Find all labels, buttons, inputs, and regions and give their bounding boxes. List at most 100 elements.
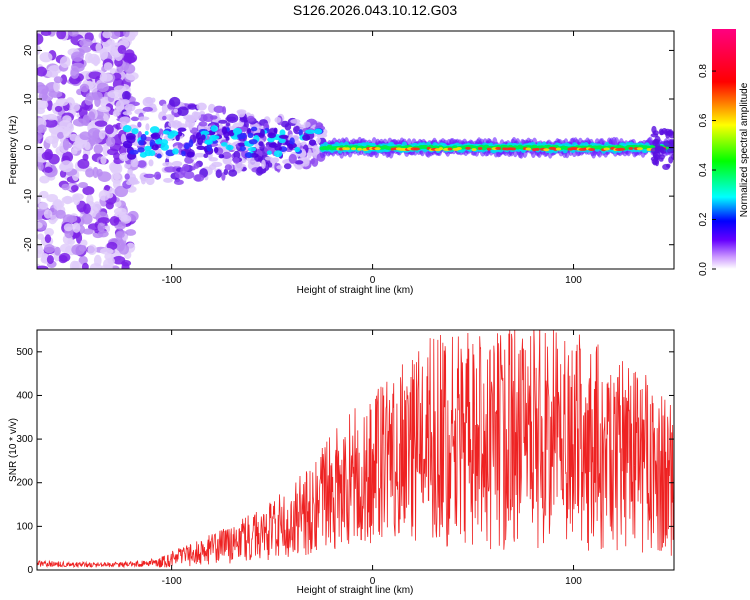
spectrogram-cell xyxy=(145,176,155,186)
spectrogram-cell xyxy=(294,146,301,153)
spectrogram-cell xyxy=(213,105,225,114)
spectrogram-cell xyxy=(124,173,130,180)
spectrogram-cell xyxy=(43,243,55,254)
spectrogram-cell xyxy=(37,132,43,140)
spectrogram-cell xyxy=(142,106,154,112)
spectrogram-cell xyxy=(59,170,67,178)
spectrogram-cell xyxy=(94,120,108,127)
spectrogram-cell xyxy=(298,129,303,137)
spectrogram-cell xyxy=(510,147,517,151)
spectrogram-cell xyxy=(102,31,113,39)
spectrogram-blobs xyxy=(37,31,674,269)
spectrogram-cell xyxy=(37,44,41,56)
spectrogram-cell xyxy=(162,115,167,121)
spectrogram-cell xyxy=(137,160,147,168)
spectrogram-cell xyxy=(350,147,357,151)
spectrogram-cell xyxy=(116,231,125,239)
spectrogram-cell xyxy=(129,180,140,185)
spectrogram-cell xyxy=(104,124,114,135)
spectrogram-cell xyxy=(63,223,74,232)
spectrogram-cell xyxy=(151,97,156,103)
snr-ytick-label: 100 xyxy=(16,521,33,532)
spectrogram-cell xyxy=(108,161,122,173)
spectrogram-cell xyxy=(344,147,350,151)
spectrogram-cell xyxy=(79,39,93,47)
spectrogram-cell xyxy=(284,123,292,131)
spectrogram-cell xyxy=(124,103,136,112)
spectrogram-cell xyxy=(162,161,174,167)
spectrogram-cell xyxy=(39,52,53,63)
spectrogram-cell xyxy=(128,149,139,155)
spectrogram-cell xyxy=(145,123,150,131)
spectrogram-cell xyxy=(264,156,274,161)
spectrogram-cell xyxy=(228,130,235,137)
spectrogram-cell xyxy=(535,147,540,151)
spectrogram-cell xyxy=(100,247,114,255)
spectrogram-cell xyxy=(172,148,179,155)
spectrogram-cell xyxy=(250,126,258,132)
spectrogram-cell xyxy=(109,215,120,226)
spectrogram-cell xyxy=(267,162,273,168)
spectrogram-cell xyxy=(164,114,175,121)
spectrogram-cell xyxy=(603,147,610,151)
spectrogram-cell xyxy=(279,129,286,137)
spectrogram-cell xyxy=(37,107,46,115)
spectrogram-cell xyxy=(105,136,116,147)
spectrogram-cell xyxy=(54,105,63,113)
spectrogram-cell xyxy=(225,144,234,151)
spectrogram-cell xyxy=(40,31,52,37)
spectrogram-cell xyxy=(44,234,52,244)
spectrogram-cell xyxy=(88,111,96,122)
spectrogram-cell xyxy=(663,140,671,147)
spectrogram-cell xyxy=(486,147,492,151)
spectrogram-cell xyxy=(148,150,156,157)
spectrogram-cell xyxy=(169,96,181,107)
spectrogram-cell xyxy=(43,209,53,219)
spectrogram-cell xyxy=(70,51,84,62)
spectrogram-cell xyxy=(87,244,97,256)
spectrogram-cell xyxy=(266,150,272,155)
spectrogram-cell xyxy=(88,71,102,80)
spectrogram-cell xyxy=(77,158,90,169)
spectrogram-cell xyxy=(92,166,99,179)
spectrogram-cell xyxy=(122,125,132,133)
spectrogram-cell xyxy=(124,71,139,81)
snr-ticks: -100 0 100 0 100 200 300 400 500 xyxy=(16,330,674,587)
colorbar-tick-label: 0.4 xyxy=(698,163,709,177)
spectrogram-cell xyxy=(123,56,136,63)
spectrogram-cell xyxy=(185,118,196,128)
spectrogram-cell xyxy=(666,148,674,154)
spectrogram-cell xyxy=(276,165,283,170)
spectrogram-cell xyxy=(220,142,228,147)
spectrogram-cell xyxy=(56,131,65,139)
spectrogram-cell xyxy=(59,56,71,69)
spectrogram-cell xyxy=(208,157,219,162)
snr-ytick-label: 200 xyxy=(16,478,33,489)
spectrogram-cell xyxy=(294,125,300,132)
spectrogram-cell xyxy=(96,82,109,93)
spectrogram-cell xyxy=(120,214,132,224)
spectrogram-cell xyxy=(59,160,74,173)
spectrogram-cell xyxy=(97,217,111,224)
spectrogram-cell xyxy=(267,132,277,139)
spectrogram-cell xyxy=(213,146,219,154)
spectrogram-cell xyxy=(221,172,226,181)
spectrogram-cell xyxy=(204,139,213,145)
spectrogram-cell xyxy=(239,146,246,152)
spectrogram-cell xyxy=(311,157,319,167)
snr-series-line xyxy=(37,330,674,569)
spectrogram-cell xyxy=(131,128,139,135)
spectrogram-cell xyxy=(138,139,145,146)
spectrogram-cell xyxy=(97,230,109,238)
spectrogram-cell xyxy=(124,49,135,59)
spectrogram-cell xyxy=(103,258,114,269)
spectrogram-cell xyxy=(289,137,295,146)
spectrogram-cell xyxy=(233,150,241,160)
snr-xtick-label: 0 xyxy=(370,576,376,587)
spectrogram-cell xyxy=(261,159,266,169)
spectrogram-cell xyxy=(94,96,101,108)
spectrogram-cell xyxy=(46,255,54,265)
spectrogram-cell xyxy=(53,80,61,93)
spectrogram-cell xyxy=(93,201,102,212)
